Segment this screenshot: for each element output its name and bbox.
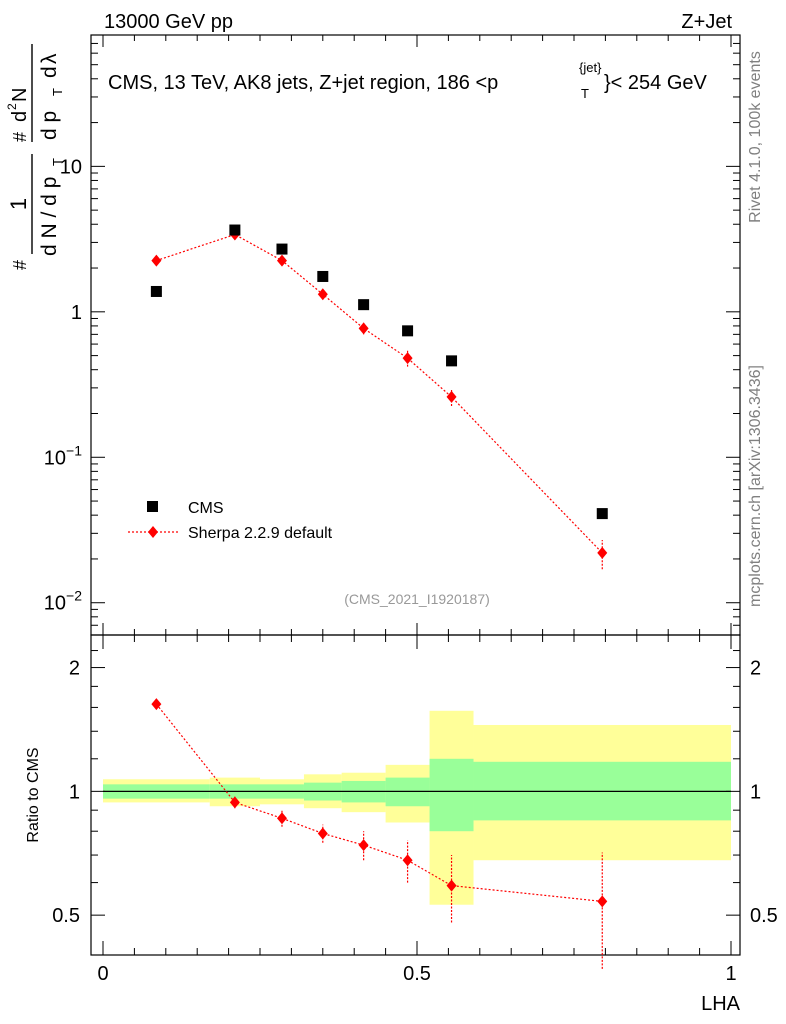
- legend: CMS Sherpa 2.2.9 default: [128, 500, 333, 542]
- main-title: CMS, 13 TeV, AK8 jets, Z+jet region, 186…: [108, 60, 708, 101]
- header-energy-label: 13000 GeV pp: [104, 11, 233, 33]
- header-process-label: Z+Jet: [681, 11, 732, 33]
- ratio-y-tick-labels: 0.5 0.5 1 1 2 2: [52, 658, 778, 928]
- ratio-point: [317, 827, 328, 840]
- x-tick-label: 1: [725, 963, 736, 985]
- analysis-id-label: (CMS_2021_I1920187): [344, 591, 490, 607]
- title-tail-text: }< 254 GeV: [604, 72, 708, 94]
- main-ylabel-num1: 1: [6, 198, 31, 210]
- cms-point: [317, 270, 329, 282]
- main-ylabel-sup2: 2: [5, 103, 19, 110]
- cms-point: [358, 299, 370, 311]
- main-ylabel-hash: #: [10, 260, 30, 270]
- ratio-frame: [90, 634, 741, 956]
- legend-cms-marker: [147, 501, 158, 512]
- ratio-axis-ticks: [91, 634, 740, 956]
- ratio-point: [151, 698, 162, 711]
- ratio-y-tick-label-left: 2: [69, 658, 80, 680]
- ratio-sherpa-line: [155, 703, 603, 902]
- ratio-point: [229, 796, 240, 809]
- sherpa-series: [151, 228, 608, 570]
- main-ylabel-den2: d p: [38, 111, 61, 140]
- sherpa-point: [317, 288, 328, 301]
- title-sup-text: {jet}: [579, 60, 602, 75]
- ratio-y-tick-label-right: 2: [750, 658, 761, 680]
- ratio-uncertainty-bands: [90, 634, 741, 956]
- main-ylabel: # 1 d N / d p T # d 2 N d p T d λ: [5, 44, 65, 270]
- green-band-segment: [429, 758, 474, 832]
- ratio-point: [402, 854, 413, 867]
- sherpa-point: [151, 254, 162, 267]
- main-y-tick-label: 10: [60, 156, 82, 178]
- ratio-point: [276, 812, 287, 825]
- cms-point: [596, 508, 608, 520]
- ratio-sherpa-points: [151, 698, 608, 969]
- main-y-tick-labels: 10−2 10−1 1 10: [44, 156, 82, 614]
- ratio-panel: 0.5 0.51 12 2 0 0.5 1 LHA: [52, 634, 778, 1015]
- ratio-y-tick-label-right: 0.5: [750, 905, 778, 927]
- sherpa-point: [597, 546, 608, 559]
- x-tick-labels: 0 0.5 1: [97, 963, 736, 985]
- legend-cms-label: CMS: [188, 500, 224, 517]
- title-main-text: CMS, 13 TeV, AK8 jets, Z+jet region, 186…: [108, 72, 498, 94]
- ratio-y-tick-label-left: 0.5: [52, 905, 80, 927]
- main-ylabel-lambda: λ: [38, 53, 61, 64]
- sherpa-point: [276, 254, 287, 267]
- cms-point: [402, 325, 414, 337]
- sherpa-point: [358, 322, 369, 335]
- cms-point: [229, 224, 241, 236]
- ratio-y-tick-label-left: 1: [69, 781, 80, 803]
- sherpa-point: [402, 352, 413, 365]
- main-plot-area: [90, 34, 741, 636]
- main-ylabel-num2b: N: [9, 88, 31, 102]
- rivet-version-text: Rivet 4.1.0, 100k events: [747, 51, 764, 223]
- main-ylabel-den2b: d: [38, 66, 61, 78]
- main-ylabel-hash2: #: [10, 132, 30, 142]
- main-frame: [90, 34, 741, 636]
- legend-sherpa-label: Sherpa 2.2.9 default: [188, 525, 333, 542]
- sherpa-line: [156, 233, 603, 554]
- title-sub-text: T: [581, 86, 589, 101]
- cms-series: [150, 224, 608, 520]
- x-axis-label: LHA: [701, 993, 741, 1015]
- main-ylabel-den1: d N / d p: [38, 177, 61, 256]
- main-ylabel-T2: T: [50, 88, 65, 96]
- x-tick-label: 0.5: [403, 963, 431, 985]
- main-y-tick-label: 10−2: [44, 588, 82, 615]
- cms-point: [150, 285, 162, 297]
- cms-point: [446, 355, 458, 367]
- sherpa-point: [446, 390, 457, 403]
- ratio-point: [358, 839, 369, 852]
- legend-sherpa-marker: [148, 526, 158, 538]
- mcplots-credit-text: mcplots.cern.ch [arXiv:1306.3436]: [747, 365, 764, 607]
- x-tick-label: 0: [97, 963, 108, 985]
- main-ylabel-T1: T: [50, 158, 65, 166]
- main-axis-ticks: [91, 34, 740, 636]
- main-panel: 10−2 10−1 1 10 CMS, 13 TeV, AK8 jets, Z+jet…: [44, 34, 741, 636]
- main-y-tick-label: 10−1: [44, 442, 82, 469]
- ratio-point: [446, 879, 457, 892]
- ratio-ylabel: Ratio to CMS: [25, 747, 42, 842]
- main-ylabel-num2: d: [9, 111, 31, 122]
- main-y-tick-label: 1: [71, 302, 82, 324]
- ratio-point: [597, 895, 608, 908]
- cms-point: [276, 243, 288, 255]
- ratio-y-tick-label-right: 1: [750, 781, 761, 803]
